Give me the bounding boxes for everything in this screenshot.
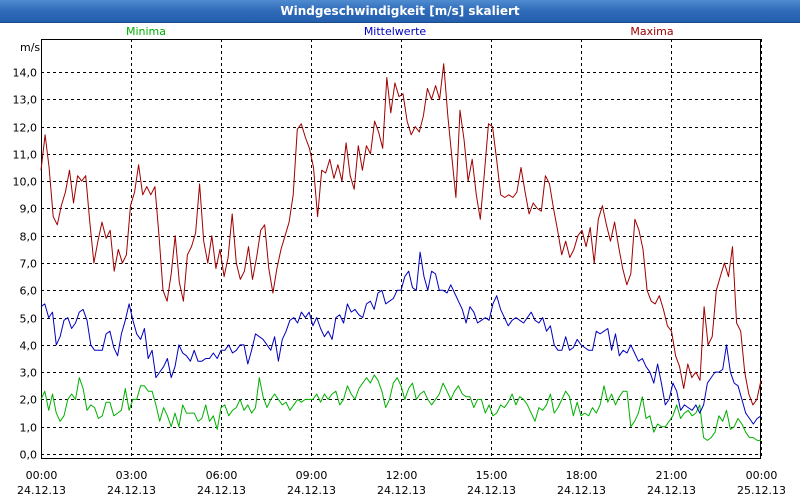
y-tick-label-12: 12,0	[13, 122, 38, 135]
legend-label-minima: Minima	[126, 25, 166, 38]
title-bar: Windgeschwindigkeit [m/s] skaliert	[0, 0, 800, 23]
y-tick-label-4: 4,0	[20, 340, 38, 353]
y-tick-label-8: 8,0	[20, 231, 38, 244]
y-tick-label-2: 2,0	[20, 394, 38, 407]
y-tick-label-9: 9,0	[20, 203, 38, 216]
x-tick-time-4: 12:00	[386, 469, 418, 482]
x-tick-date-5: 24.12.13	[467, 484, 516, 497]
x-tick-time-0: 00:00	[26, 469, 58, 482]
y-tick-label-7: 7,0	[20, 258, 38, 271]
tick-labels: 0,0 1,0 2,0 3,0 4,0 5,0 6,0 7,0 8,0 9,0 10,0 11,0 12…	[13, 67, 786, 498]
legend-label-mittelwerte: Mittelwerte	[364, 25, 427, 38]
series-line-minima	[40, 374, 761, 441]
y-tick-label-6: 6,0	[20, 285, 38, 298]
x-tick-time-1: 03:00	[116, 469, 148, 482]
legend: Minima Mittelwerte Maxima	[126, 25, 674, 38]
x-tick-date-6: 24.12.13	[557, 484, 606, 497]
y-tick-label-14: 14,0	[13, 67, 38, 80]
series-group	[40, 63, 762, 441]
plot-frame	[41, 39, 761, 459]
y-axis-label: m/s	[20, 41, 40, 54]
x-tick-date-0: 24.12.13	[17, 484, 66, 497]
series-line-mittelwerte	[40, 251, 762, 425]
x-tick-date-2: 24.12.13	[197, 484, 246, 497]
y-tick-label-10: 10,0	[13, 176, 38, 189]
x-tick-date-7: 24.12.13	[647, 484, 696, 497]
y-tick-label-13: 13,0	[13, 94, 38, 107]
window-title: Windgeschwindigkeit [m/s] skaliert	[280, 4, 520, 18]
y-tick-label-3: 3,0	[20, 367, 38, 380]
x-tick-date-4: 24.12.13	[377, 484, 426, 497]
y-tick-label-11: 11,0	[13, 149, 38, 162]
x-tick-time-7: 21:00	[656, 469, 688, 482]
axes	[41, 39, 761, 459]
x-tick-time-8: 00:00	[746, 469, 778, 482]
x-tick-time-5: 15:00	[476, 469, 508, 482]
x-tick-date-1: 24.12.13	[107, 484, 156, 497]
x-tick-time-3: 09:00	[296, 469, 328, 482]
legend-label-maxima: Maxima	[630, 25, 673, 38]
y-tick-label-0: 0,0	[20, 449, 38, 462]
y-tick-label-1: 1,0	[20, 422, 38, 435]
x-tick-time-2: 06:00	[206, 469, 238, 482]
series-line-maxima	[40, 63, 762, 406]
x-tick-date-3: 24.12.13	[287, 484, 336, 497]
x-tick-time-6: 18:00	[566, 469, 598, 482]
x-tick-date-8: 25.12.13	[737, 484, 786, 497]
y-tick-label-5: 5,0	[20, 313, 38, 326]
